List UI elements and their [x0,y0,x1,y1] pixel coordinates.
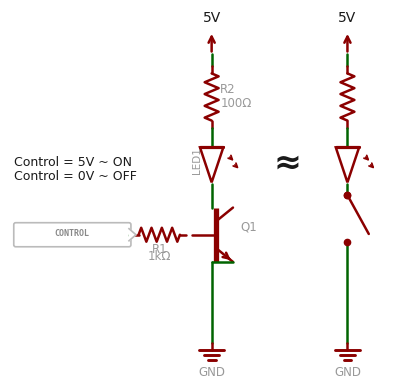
Text: GND: GND [334,366,361,379]
Text: CONTROL: CONTROL [55,229,90,239]
Text: Control = 5V ~ ON: Control = 5V ~ ON [14,156,132,170]
Text: R1: R1 [152,243,167,256]
Text: Q1: Q1 [241,220,258,234]
Text: 1kΩ: 1kΩ [148,250,171,263]
Text: 100Ω: 100Ω [220,97,252,110]
Text: 5V: 5V [338,11,356,25]
Text: R2: R2 [220,83,236,96]
Text: LED1: LED1 [192,147,202,175]
Text: ≈: ≈ [273,146,301,180]
Text: GND: GND [198,366,225,379]
Text: 5V: 5V [202,11,221,25]
Polygon shape [129,229,136,241]
FancyBboxPatch shape [14,223,131,247]
Text: Control = 0V ~ OFF: Control = 0V ~ OFF [14,170,137,183]
